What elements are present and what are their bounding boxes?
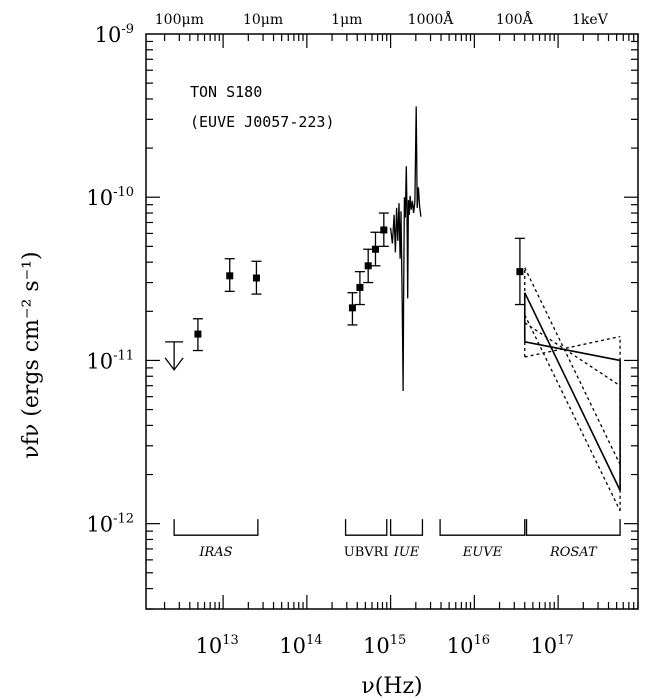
y-axis-label: νfν (ergs cm⁻² s⁻¹) — [19, 251, 44, 458]
band-bracket — [439, 519, 526, 536]
data-point — [226, 272, 234, 280]
y-tick-label: 10-10 — [86, 185, 134, 210]
rosat-dotted-line — [524, 267, 621, 465]
band-label: EUVE — [462, 545, 503, 560]
iue-spectrum — [389, 106, 422, 392]
data-point — [516, 268, 524, 276]
band-label: ROSAT — [549, 545, 598, 560]
x-tick-label: 1014 — [279, 633, 322, 658]
plot-frame — [145, 33, 639, 610]
band-label: IRAS — [198, 545, 232, 560]
rosat-bowtie — [523, 267, 621, 512]
tick-labels: 1013 1014 1015 1016 1017 10-9 10-10 10-11 10-12 1… — [86, 10, 608, 658]
top-axis-label: 10μm — [243, 12, 283, 28]
top-axis-label: 100Å — [496, 10, 534, 28]
band-bracket — [525, 519, 621, 536]
top-axis-label: 1μm — [331, 12, 362, 28]
x-tick-label: 1017 — [530, 633, 573, 658]
y-tick-label: 10-11 — [86, 348, 134, 373]
data-point — [371, 245, 379, 253]
data-point — [380, 226, 388, 234]
band-bracket — [173, 519, 259, 536]
band-bracket — [344, 519, 388, 536]
y-tick-label: 10-9 — [95, 22, 134, 47]
top-axis-label: 1000Å — [408, 10, 455, 28]
rosat-solid-line — [524, 341, 621, 362]
x-axis-label: ν(Hz) — [361, 674, 422, 699]
iue-spectrum-line — [389, 106, 422, 392]
rosat-dotted-line — [524, 322, 621, 387]
top-axis-label: 1keV — [572, 12, 609, 28]
band-label: UBVRI — [344, 545, 389, 560]
band-bracket — [389, 519, 424, 536]
data-point — [356, 283, 364, 291]
data-point — [194, 330, 202, 338]
x-tick-label: 1016 — [447, 633, 490, 658]
data-point — [364, 262, 372, 270]
band-markers: IRAS UBVRI IUE EUVE ROSAT — [173, 519, 621, 560]
data-points — [164, 212, 525, 371]
object-name: TON S180 — [190, 83, 262, 101]
object-id: (EUVE J0057-223) — [190, 113, 335, 131]
rosat-dotted-line — [524, 314, 621, 512]
x-tick-label: 1013 — [195, 633, 238, 658]
top-axis-label: 100μm — [155, 12, 204, 28]
data-point — [252, 274, 260, 282]
upper-limit-arrowhead — [164, 357, 184, 371]
rosat-dotted-line — [524, 335, 621, 358]
axis-ticks — [146, 34, 639, 610]
data-point — [348, 304, 356, 312]
x-tick-label: 1015 — [363, 633, 406, 658]
rosat-solid-line — [524, 292, 621, 491]
y-tick-label: 10-12 — [86, 512, 134, 537]
band-label: IUE — [393, 545, 420, 560]
